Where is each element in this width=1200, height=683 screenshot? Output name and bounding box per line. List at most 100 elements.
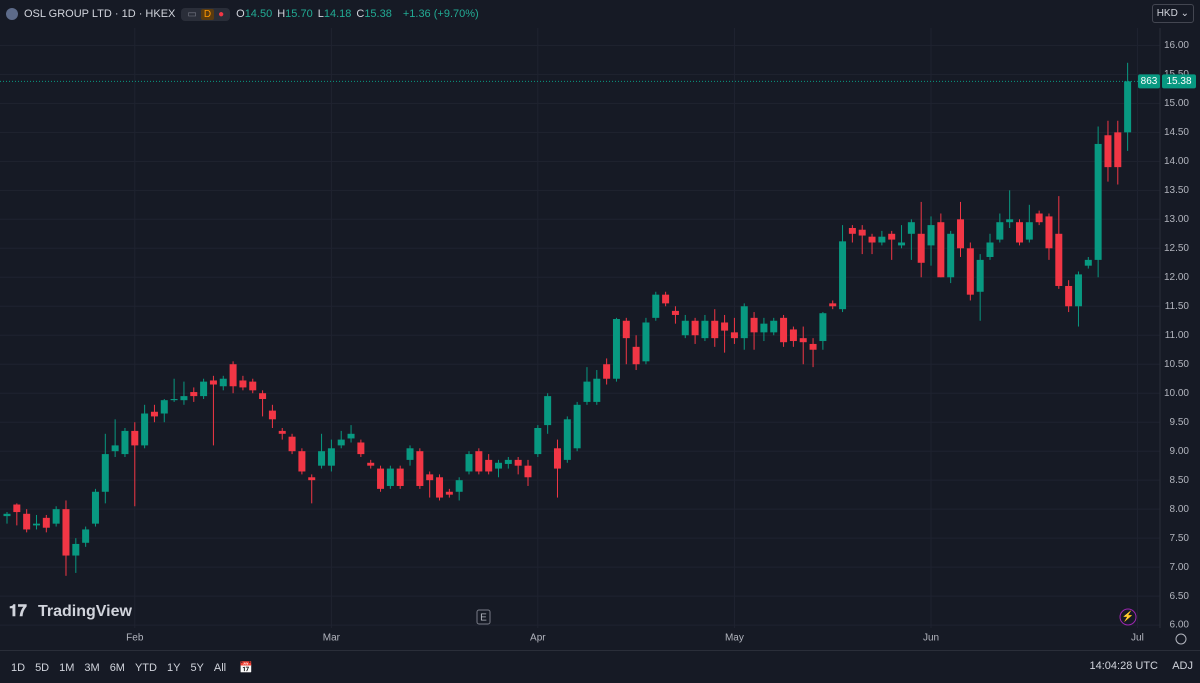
candle-body xyxy=(308,477,316,481)
candle-body xyxy=(839,241,847,310)
candle-body xyxy=(347,433,355,439)
candle-body xyxy=(121,430,129,455)
candle-body xyxy=(337,439,345,446)
candle-body xyxy=(721,322,729,331)
symbol-title[interactable]: OSL GROUP LTD · 1D · HKEX xyxy=(24,8,176,20)
ohlc-value: 15.70 xyxy=(285,8,313,20)
candle-body xyxy=(524,465,532,478)
x-tick-label: Jun xyxy=(923,633,939,644)
currency: HKD xyxy=(1156,8,1178,19)
candle-body xyxy=(996,222,1004,240)
candle-body xyxy=(868,236,876,243)
code-tag xyxy=(1138,74,1160,89)
candle-body xyxy=(770,320,778,333)
candle-body xyxy=(3,513,11,517)
candle-body xyxy=(23,513,31,530)
y-tick-label: 8.50 xyxy=(1170,475,1190,486)
candle-body xyxy=(426,474,434,481)
candle-body xyxy=(1074,274,1082,307)
range-button[interactable]: 1M xyxy=(59,661,75,674)
candle-body xyxy=(396,468,404,486)
candle-body xyxy=(553,448,561,469)
candle-body xyxy=(229,364,237,387)
candle-body xyxy=(927,225,935,246)
y-tick-label: 6.50 xyxy=(1170,591,1190,602)
y-tick-label: 8.00 xyxy=(1170,504,1190,515)
range-button[interactable]: YTD xyxy=(134,661,157,674)
candle-body xyxy=(465,454,473,472)
candle-body xyxy=(642,322,650,362)
lightning-ring[interactable] xyxy=(1119,608,1137,626)
ohlc-value: 14.18 xyxy=(323,8,352,20)
candle-body xyxy=(1015,222,1023,243)
y-tick-label: 13.00 xyxy=(1164,214,1189,225)
candle-body xyxy=(1084,259,1092,266)
range-button[interactable]: 6M xyxy=(109,661,125,674)
event-badge[interactable]: E xyxy=(480,613,487,624)
range-button[interactable]: 3M xyxy=(84,661,100,674)
candle-body xyxy=(878,236,886,243)
event-badge-box[interactable] xyxy=(476,609,491,625)
x-tick-label: Apr xyxy=(530,633,546,644)
range-button[interactable]: 5D xyxy=(35,661,50,674)
candle-body xyxy=(180,396,188,401)
candle-body xyxy=(357,442,365,455)
date-range-icon[interactable]: 📅 xyxy=(239,662,253,674)
candle-body xyxy=(583,381,591,402)
y-tick-label: 12.50 xyxy=(1164,243,1189,254)
candle-body xyxy=(593,378,601,402)
ohlc-value: 15.38 xyxy=(364,8,392,20)
range-button[interactable]: 1Y xyxy=(166,661,181,674)
candle-body xyxy=(318,451,326,466)
candle-body xyxy=(445,491,453,495)
candle-body xyxy=(259,393,267,400)
candle-body xyxy=(367,462,375,466)
ranges: 1D 5D 1M 3M 6M YTD 1Y 5Y All xyxy=(0,662,231,674)
candle-body xyxy=(72,543,80,556)
range-button[interactable]: All xyxy=(213,661,227,674)
candle-body xyxy=(239,380,247,388)
candle-body xyxy=(534,428,542,455)
range-button[interactable]: 1D xyxy=(11,661,26,674)
lightning-icon[interactable]: ⚡ xyxy=(1122,610,1134,623)
x-tick-label: Jul xyxy=(1131,633,1144,644)
y-tick-label: 7.00 xyxy=(1170,562,1190,573)
candle-body xyxy=(1104,135,1112,168)
candle-body xyxy=(455,480,463,492)
currency-button[interactable]: HKD ⌄ xyxy=(1151,4,1194,23)
settings-icon[interactable] xyxy=(1175,633,1187,645)
candle-body xyxy=(1045,216,1053,249)
candle-body xyxy=(1006,219,1014,223)
chart: 6.00 6.50 7.00 7.50 8.00 8.50 9.00 9.50 10.00 10.… xyxy=(0,28,1196,645)
badge[interactable]: ▭ D ● xyxy=(181,7,231,21)
y-tick-label: 13.50 xyxy=(1164,185,1189,196)
candle-body xyxy=(1035,213,1043,223)
candle-body xyxy=(976,259,984,292)
candle-body xyxy=(436,477,444,498)
adjust[interactable]: ADJ xyxy=(1172,660,1193,672)
candle-body xyxy=(1094,143,1102,260)
candle-body xyxy=(219,378,227,387)
candle-body xyxy=(150,411,158,417)
candle-body xyxy=(200,381,208,397)
ohlc-label: L xyxy=(317,8,324,20)
candle-body xyxy=(809,343,817,350)
y-tick-label: 6.00 xyxy=(1170,620,1190,631)
candle-body xyxy=(268,410,276,420)
watermark-logo: 𝟏𝟕 xyxy=(9,603,27,620)
candle-body xyxy=(937,222,945,278)
y-tick-label: 10.50 xyxy=(1164,359,1189,370)
x-tick-label: Feb xyxy=(126,633,144,644)
candle-body xyxy=(42,517,50,528)
y-tick-label: 9.00 xyxy=(1170,446,1190,457)
candle-body xyxy=(681,320,689,336)
candle-body xyxy=(1065,285,1073,307)
range-button[interactable]: 5Y xyxy=(190,661,204,674)
candle-body xyxy=(563,419,571,460)
candle-body xyxy=(573,404,581,449)
price-tag-text: 15.38 xyxy=(1166,76,1191,87)
x-tick-label: May xyxy=(725,633,744,644)
candle-body xyxy=(947,233,955,278)
price-tag xyxy=(1162,74,1196,89)
